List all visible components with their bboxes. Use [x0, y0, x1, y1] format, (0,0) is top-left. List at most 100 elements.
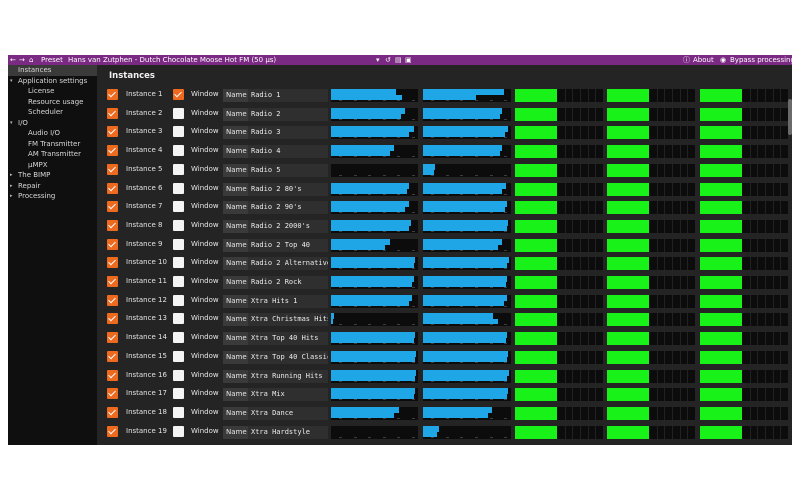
sidebar-item[interactable]: FM Transmitter	[8, 139, 97, 150]
meter-divider	[587, 406, 589, 420]
window-checkbox[interactable]	[173, 425, 184, 437]
sidebar-item[interactable]: AM Transmitter	[8, 149, 97, 160]
instance-name-field[interactable]: Radio 2 Top 40	[248, 238, 328, 252]
window-checkbox[interactable]	[173, 163, 184, 175]
instance-enable-checkbox[interactable]	[107, 163, 118, 175]
sidebar-item[interactable]: ▾ Application settings	[8, 76, 97, 87]
instance-enable-checkbox[interactable]	[107, 238, 118, 250]
window-checkbox[interactable]	[173, 182, 184, 194]
instance-enable-checkbox[interactable]	[107, 350, 118, 362]
processing-level-meter	[423, 406, 511, 420]
instance-enable-checkbox[interactable]	[107, 406, 118, 418]
window-checkbox[interactable]	[173, 276, 184, 287]
instance-name-field[interactable]: Xtra Mix	[248, 388, 328, 402]
instance-enable-checkbox[interactable]	[107, 294, 118, 306]
instance-name-field[interactable]: Xtra Christmas Hits	[248, 313, 328, 327]
sidebar-item[interactable]: Instances	[8, 65, 97, 76]
chevron-down-icon[interactable]: ▾	[10, 77, 13, 84]
sidebar-item[interactable]: Scheduler	[8, 107, 97, 118]
instance-enable-checkbox[interactable]	[107, 107, 118, 119]
instance-name-field[interactable]: Radio 2 Rock	[248, 276, 328, 289]
window-checkbox[interactable]	[173, 294, 184, 306]
instance-name-field[interactable]: Radio 1	[248, 89, 328, 102]
meter-divider	[765, 332, 767, 346]
meter-divider	[572, 276, 574, 289]
preset-name[interactable]: Hans van Zutphen - Dutch Chocolate Moose…	[68, 56, 277, 64]
window-checkbox[interactable]	[173, 145, 184, 157]
sidebar-item[interactable]: Audio I/O	[8, 128, 97, 139]
chevron-right-icon[interactable]: ▸	[10, 193, 13, 199]
instance-name-field[interactable]: Xtra Running Hits	[248, 369, 328, 383]
instance-enable-checkbox[interactable]	[107, 182, 118, 194]
window-checkbox[interactable]	[173, 219, 184, 231]
window-checkbox[interactable]	[173, 201, 184, 213]
instance-enable-checkbox[interactable]	[107, 145, 118, 157]
instance-name-field[interactable]: Radio 2 80's	[248, 182, 328, 196]
sidebar-item[interactable]: ▸ Processing	[8, 191, 97, 202]
instance-enable-checkbox[interactable]	[107, 369, 118, 381]
instance-enable-checkbox[interactable]	[107, 257, 118, 269]
instance-label: Instance 1	[126, 90, 163, 98]
instance-row: Instance 7 Window Name Radio 2 90's	[97, 200, 792, 217]
info-icon[interactable]: ⓘ	[683, 56, 690, 64]
instance-enable-checkbox[interactable]	[107, 425, 118, 437]
instance-enable-checkbox[interactable]	[107, 276, 118, 287]
instance-enable-checkbox[interactable]	[107, 313, 118, 325]
sidebar-item-label: Audio I/O	[28, 129, 61, 137]
instance-name-field[interactable]: Radio 2 90's	[248, 201, 328, 215]
instance-name-field[interactable]: Radio 3	[248, 126, 328, 140]
sidebar-item[interactable]: ▸ Repair	[8, 181, 97, 192]
instance-enable-checkbox[interactable]	[107, 388, 118, 400]
sidebar-item[interactable]: ▾ I/O	[8, 118, 97, 129]
instance-name-field[interactable]: Radio 4	[248, 145, 328, 159]
instance-name-field[interactable]: Radio 5	[248, 163, 328, 177]
back-arrow-icon[interactable]: ←	[10, 56, 16, 64]
sidebar-item[interactable]: µMPX	[8, 160, 97, 171]
chevron-right-icon[interactable]: ▸	[10, 172, 13, 178]
window-checkbox[interactable]	[173, 126, 184, 138]
sidebar-item[interactable]: License	[8, 86, 97, 97]
window-checkbox[interactable]	[173, 388, 184, 400]
window-checkbox[interactable]	[173, 313, 184, 325]
meter-tick	[339, 212, 342, 214]
meter-tick	[460, 361, 464, 363]
sidebar-item[interactable]: Resource usage	[8, 97, 97, 108]
instance-name-field[interactable]: Xtra Top 40 Classic	[248, 350, 328, 364]
home-icon[interactable]: ⌂	[29, 56, 34, 64]
window-checkbox[interactable]	[173, 332, 184, 344]
window-checkbox[interactable]	[173, 238, 184, 250]
undo-icon[interactable]: ↺	[385, 56, 391, 64]
window-checkbox[interactable]	[173, 89, 184, 100]
scrollbar[interactable]	[788, 99, 792, 135]
instance-enable-checkbox[interactable]	[107, 219, 118, 231]
instance-name-field[interactable]: Xtra Hardstyle	[248, 425, 328, 439]
instance-name-field[interactable]: Xtra Dance	[248, 406, 328, 420]
window-checkbox[interactable]	[173, 257, 184, 269]
window-checkbox[interactable]	[173, 406, 184, 418]
instance-enable-checkbox[interactable]	[107, 201, 118, 213]
chevron-right-icon[interactable]: ▸	[10, 182, 13, 189]
instance-name-field[interactable]: Xtra Hits 1	[248, 294, 328, 308]
window-checkbox[interactable]	[173, 107, 184, 119]
window-checkbox[interactable]	[173, 369, 184, 381]
window-checkbox[interactable]	[173, 350, 184, 362]
bypass-processing-button[interactable]: Bypass processing	[730, 56, 792, 64]
save-icon[interactable]: ▣	[405, 56, 412, 64]
instance-name-field[interactable]: Radio 2 Alternative	[248, 257, 328, 271]
instance-name-field[interactable]: Radio 2 2000's	[248, 219, 328, 233]
chevron-down-icon[interactable]: ▾	[10, 119, 13, 126]
about-button[interactable]: About	[693, 56, 714, 64]
meter-tick	[504, 100, 508, 101]
instance-name-field[interactable]: Radio 2	[248, 107, 328, 121]
instance-label: Instance 6	[126, 183, 163, 192]
sidebar-item[interactable]: ▸ The BIMP	[8, 170, 97, 181]
instance-enable-checkbox[interactable]	[107, 89, 118, 100]
instance-enable-checkbox[interactable]	[107, 126, 118, 138]
open-folder-icon[interactable]: ▤	[395, 56, 402, 64]
instance-enable-checkbox[interactable]	[107, 332, 118, 344]
meter-tick	[397, 305, 400, 307]
instance-name-field[interactable]: Xtra Top 40 Hits	[248, 332, 328, 346]
bypass-icon[interactable]: ◉	[720, 56, 727, 64]
forward-arrow-icon[interactable]: →	[19, 56, 25, 64]
preset-dropdown-icon[interactable]: ▾	[376, 56, 380, 64]
